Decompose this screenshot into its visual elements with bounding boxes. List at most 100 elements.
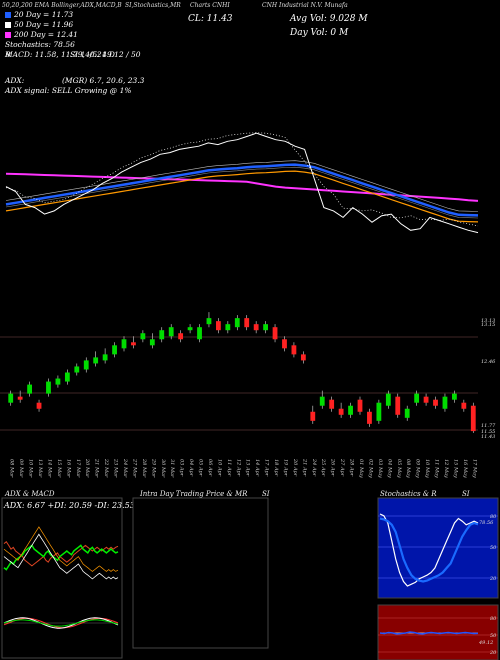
ma50-orange-line xyxy=(5,170,479,223)
si-y-label: 50 xyxy=(490,633,497,639)
y-tick-label: 13.13 xyxy=(481,318,495,324)
x-tick-label: 14 Mar xyxy=(46,459,52,478)
x-tick-label: 08 Mar xyxy=(9,459,15,478)
x-tick-label: 29 Mar xyxy=(150,458,156,478)
y-tick-label: 11.77 xyxy=(481,423,496,429)
adx-line xyxy=(3,533,119,580)
macd-hist-line xyxy=(3,619,119,627)
candle-body xyxy=(357,399,363,412)
x-tick-label: 13 Mar xyxy=(37,459,43,478)
candle-body xyxy=(187,327,193,331)
x-tick-label: 05 Apr xyxy=(198,459,204,477)
candle-body xyxy=(149,339,155,346)
x-tick-label: 25 Apr xyxy=(320,458,326,477)
candle-body xyxy=(414,393,420,403)
si-left-title: SI xyxy=(262,490,270,498)
si-value-label: 49.12 xyxy=(478,640,493,646)
x-tick-label: 06 Apr xyxy=(207,459,213,477)
day-vol-label: Day Vol: 0 M xyxy=(290,28,349,38)
candle-body xyxy=(348,405,353,415)
x-tick-label: 20 Apr xyxy=(292,458,298,477)
candle-body xyxy=(64,372,70,382)
x-tick-label: 23 Mar xyxy=(113,458,119,478)
candle-body xyxy=(423,396,429,403)
x-tick-label: 18 Apr xyxy=(273,459,279,477)
x-tick-label: 04 May xyxy=(386,459,392,478)
x-tick-label: 09 May xyxy=(415,459,421,478)
macd-line xyxy=(3,617,119,629)
legend-ma20: 20 Day = 11.73 xyxy=(5,10,115,20)
candle-body xyxy=(216,321,221,331)
x-tick-label: 31 Mar xyxy=(169,459,175,478)
candle-body xyxy=(310,411,316,421)
stoch-y-label: 80 xyxy=(490,514,497,520)
ma200-line xyxy=(5,172,479,202)
legend-block: 20 Day = 11.73 50 Day = 11.96 200 Day = … xyxy=(5,10,115,60)
candle-body xyxy=(272,327,278,340)
candle-body xyxy=(395,396,401,415)
candle-body xyxy=(253,324,259,331)
intraday-title: Intra Day Trading Price & MR xyxy=(140,490,248,498)
x-tick-label: 10 May xyxy=(424,459,430,478)
x-tick-label: 19 Apr xyxy=(282,459,288,477)
y-tick-label: 13.15 xyxy=(481,322,495,328)
adx-macd-title: ADX & MACD xyxy=(5,490,55,498)
candle-body xyxy=(17,396,23,400)
candle-body xyxy=(121,339,127,349)
x-tick-label: 02 May xyxy=(367,459,373,478)
x-tick-label: 26 Apr xyxy=(330,458,336,477)
price-smoothed-line xyxy=(5,132,479,227)
x-tick-label: 03 Apr xyxy=(179,459,185,477)
candle-body xyxy=(234,318,240,328)
candle-body xyxy=(168,327,174,337)
x-tick-label: 04 Apr xyxy=(188,459,194,477)
candle-body xyxy=(282,339,287,349)
x-tick-label: 21 Apr xyxy=(301,458,307,477)
ma50-swatch xyxy=(5,22,11,28)
legend-ma50: 50 Day = 11.96 xyxy=(5,20,115,30)
y-tick-label: 11.43 xyxy=(481,434,495,440)
stoch-y-label: 50 xyxy=(490,545,497,551)
x-tick-label: 05 May xyxy=(396,459,402,478)
x-tick-label: 08 May xyxy=(405,459,411,478)
ma20-line xyxy=(5,163,479,217)
candle-body xyxy=(159,330,165,340)
stoch-y-label: 20 xyxy=(489,576,497,582)
x-tick-label: 28 Mar xyxy=(141,458,147,478)
x-tick-label: 21 Mar xyxy=(94,458,100,478)
legend-b: B xyxy=(5,50,11,59)
x-tick-label: 15 Mar xyxy=(56,459,62,478)
si-y-label: 80 xyxy=(490,616,497,622)
x-tick-label: 12 May xyxy=(443,459,449,478)
si-line xyxy=(379,631,479,635)
x-tick-label: 17 Apr xyxy=(264,459,270,477)
candle-body xyxy=(338,408,344,415)
candle-body xyxy=(470,405,476,432)
y-tick-label: 12.46 xyxy=(481,359,496,365)
ma200-swatch xyxy=(5,32,11,38)
x-tick-label: 14 Apr xyxy=(254,459,260,477)
x-tick-label: 30 Mar xyxy=(160,459,166,478)
stoch-title: Stochastics & R xyxy=(380,490,437,498)
adx-panel-frame xyxy=(1,497,123,659)
x-tick-label: 27 Apr xyxy=(339,458,345,477)
candle-body xyxy=(206,318,212,325)
si-right-title: SI xyxy=(462,490,470,498)
candle-body xyxy=(83,360,89,370)
candle-body xyxy=(197,327,202,340)
candle-body xyxy=(140,333,146,340)
avg-vol-label: Avg Vol: 9.028 M xyxy=(290,14,368,24)
price-line xyxy=(5,132,479,234)
candle-body xyxy=(244,318,250,328)
legend-adx-label: ADX: xyxy=(5,76,25,85)
candle-body xyxy=(102,354,108,361)
candle-body xyxy=(55,378,61,385)
x-tick-label: 16 Mar xyxy=(65,459,71,478)
x-tick-label: 03 May xyxy=(377,459,383,478)
stoch-k-line xyxy=(379,517,479,583)
legend-adx-values: (MGR) 6.7, 20.6, 23.3 xyxy=(62,76,145,85)
close-label: CL: 11.43 xyxy=(188,14,233,24)
x-tick-label: 11 Apr xyxy=(226,459,232,477)
x-tick-label: 15 May xyxy=(452,459,458,478)
legend-macd: MACD: 11.58, 11.79, -0.21 D xyxy=(5,50,115,59)
